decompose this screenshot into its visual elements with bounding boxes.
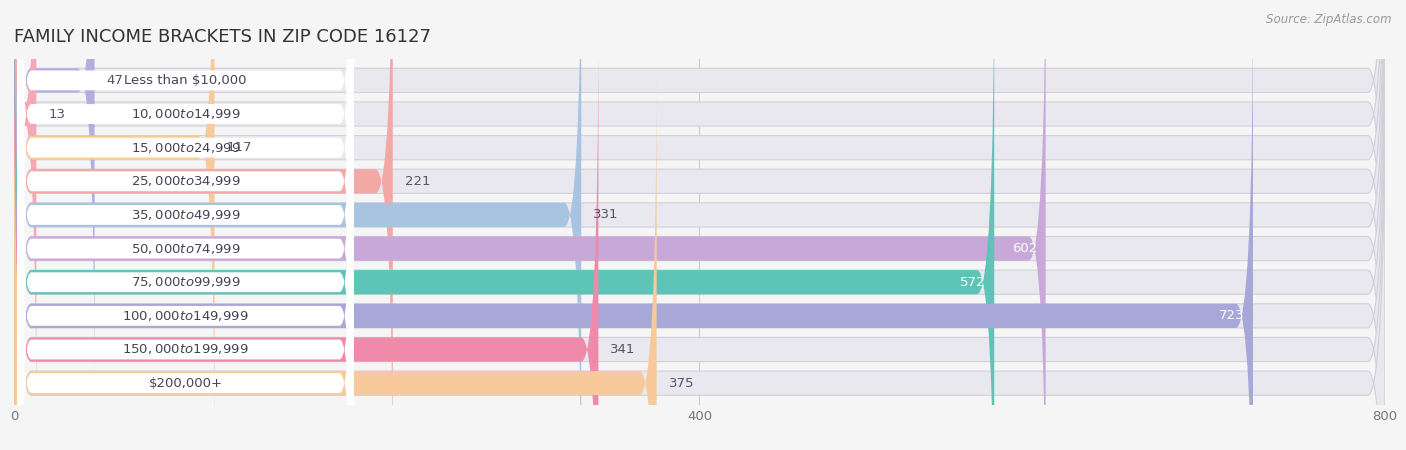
FancyBboxPatch shape xyxy=(14,0,1385,438)
FancyBboxPatch shape xyxy=(14,0,1385,450)
Text: $100,000 to $149,999: $100,000 to $149,999 xyxy=(122,309,249,323)
FancyBboxPatch shape xyxy=(14,0,392,450)
FancyBboxPatch shape xyxy=(14,0,1385,450)
FancyBboxPatch shape xyxy=(17,0,353,450)
FancyBboxPatch shape xyxy=(14,0,94,405)
Text: 117: 117 xyxy=(226,141,252,154)
FancyBboxPatch shape xyxy=(17,90,353,450)
Text: $50,000 to $74,999: $50,000 to $74,999 xyxy=(131,242,240,256)
Text: 13: 13 xyxy=(48,108,65,121)
Text: Less than $10,000: Less than $10,000 xyxy=(124,74,246,87)
FancyBboxPatch shape xyxy=(14,25,1385,450)
FancyBboxPatch shape xyxy=(14,0,1385,450)
Text: $35,000 to $49,999: $35,000 to $49,999 xyxy=(131,208,240,222)
Text: $25,000 to $34,999: $25,000 to $34,999 xyxy=(131,174,240,188)
FancyBboxPatch shape xyxy=(14,59,1385,450)
FancyBboxPatch shape xyxy=(14,0,581,450)
Text: FAMILY INCOME BRACKETS IN ZIP CODE 16127: FAMILY INCOME BRACKETS IN ZIP CODE 16127 xyxy=(14,28,432,46)
FancyBboxPatch shape xyxy=(17,0,353,441)
Text: $10,000 to $14,999: $10,000 to $14,999 xyxy=(131,107,240,121)
FancyBboxPatch shape xyxy=(14,0,1046,450)
FancyBboxPatch shape xyxy=(17,0,353,373)
Text: Source: ZipAtlas.com: Source: ZipAtlas.com xyxy=(1267,14,1392,27)
Text: 47: 47 xyxy=(107,74,124,87)
FancyBboxPatch shape xyxy=(14,0,1385,405)
FancyBboxPatch shape xyxy=(17,23,353,450)
FancyBboxPatch shape xyxy=(17,0,353,340)
Text: $75,000 to $99,999: $75,000 to $99,999 xyxy=(131,275,240,289)
FancyBboxPatch shape xyxy=(14,0,1385,450)
FancyBboxPatch shape xyxy=(14,0,215,450)
FancyBboxPatch shape xyxy=(14,59,657,450)
Text: 602: 602 xyxy=(1012,242,1038,255)
FancyBboxPatch shape xyxy=(14,0,1253,450)
Text: 331: 331 xyxy=(593,208,619,221)
FancyBboxPatch shape xyxy=(17,124,353,450)
Text: 375: 375 xyxy=(669,377,695,390)
FancyBboxPatch shape xyxy=(14,0,1385,450)
FancyBboxPatch shape xyxy=(14,0,994,450)
Text: 221: 221 xyxy=(405,175,430,188)
FancyBboxPatch shape xyxy=(17,57,353,450)
Text: 723: 723 xyxy=(1219,309,1244,322)
FancyBboxPatch shape xyxy=(14,0,1385,450)
Text: $150,000 to $199,999: $150,000 to $199,999 xyxy=(122,342,249,356)
Text: 572: 572 xyxy=(960,276,986,289)
Text: $15,000 to $24,999: $15,000 to $24,999 xyxy=(131,141,240,155)
Text: $200,000+: $200,000+ xyxy=(149,377,222,390)
FancyBboxPatch shape xyxy=(17,0,353,450)
FancyBboxPatch shape xyxy=(17,0,353,407)
FancyBboxPatch shape xyxy=(14,0,37,438)
Text: 341: 341 xyxy=(610,343,636,356)
FancyBboxPatch shape xyxy=(14,25,599,450)
